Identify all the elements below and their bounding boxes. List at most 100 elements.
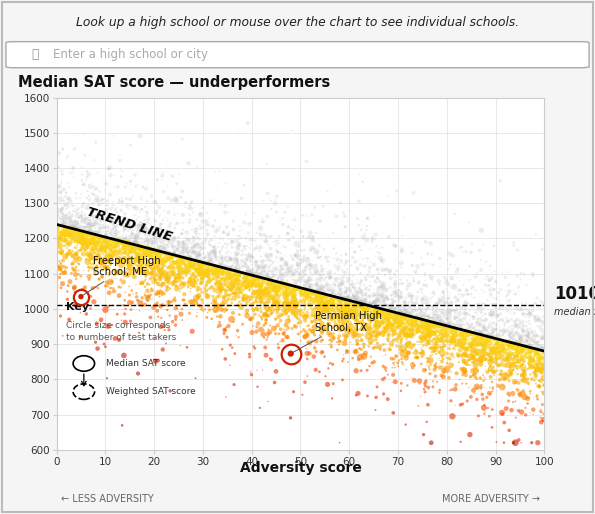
Point [73,233,82,242]
Point [455,339,464,347]
Point [290,304,299,312]
Point [174,271,183,279]
Point [465,316,474,324]
Point [284,284,294,292]
Point [449,300,458,308]
Point [185,263,195,271]
Point [184,264,194,272]
Point [352,303,362,311]
Point [403,318,412,326]
Point [448,251,458,260]
Point [77,219,86,228]
Point [68,229,78,237]
Point [228,289,237,297]
Point [273,258,283,266]
Point [396,292,406,301]
Point [95,274,104,283]
Point [352,309,362,317]
Point [142,256,151,265]
Point [289,284,298,292]
Point [223,333,232,341]
Point [461,304,470,312]
Point [508,398,518,406]
Point [280,328,289,337]
Point [529,394,538,402]
Point [538,324,548,333]
Point [129,244,139,252]
Point [290,265,299,273]
Point [445,318,455,326]
Point [398,311,408,319]
Point [211,253,221,262]
Point [358,301,368,309]
Point [444,320,453,328]
Point [359,291,368,299]
Point [406,326,416,334]
Point [443,308,452,316]
Point [386,321,395,329]
Point [227,236,237,244]
Point [174,256,184,264]
Point [504,354,513,362]
Point [507,355,516,363]
Point [422,314,432,322]
Point [156,274,165,283]
Point [159,232,169,240]
Point [403,317,412,325]
Point [118,227,128,235]
Point [488,285,498,293]
Point [168,172,177,180]
Point [411,300,421,308]
Point [312,281,321,289]
Point [101,243,110,251]
Point [89,232,98,241]
Point [460,328,469,337]
Point [362,305,372,313]
Point [331,293,340,302]
Point [121,242,131,250]
Point [296,287,306,296]
Point [90,222,99,230]
Point [394,313,404,321]
Point [150,335,159,343]
Point [442,337,452,345]
Point [498,351,508,359]
Point [89,222,99,230]
Point [262,306,272,315]
Point [184,268,194,277]
Point [327,301,337,309]
Point [287,254,297,262]
Point [462,352,471,360]
Point [396,315,405,323]
Point [457,304,466,312]
Point [315,243,325,251]
Point [318,336,327,344]
Point [525,326,534,335]
Point [351,313,361,321]
Point [83,235,93,243]
Point [273,293,282,301]
Point [313,291,322,300]
Point [151,215,160,224]
Point [405,290,414,299]
Point [367,282,376,290]
Point [249,277,258,285]
Point [296,290,305,298]
Point [210,279,220,287]
Point [187,226,196,234]
Point [460,350,469,358]
Point [422,323,432,331]
Point [421,342,431,350]
Point [411,346,421,354]
Point [70,227,80,235]
Point [234,261,244,269]
Point [162,240,172,248]
Point [67,221,77,229]
Point [377,257,386,265]
Point [134,245,144,253]
Point [142,247,152,255]
Point [235,266,245,274]
Point [306,317,316,325]
Point [533,438,543,447]
Point [378,303,388,311]
